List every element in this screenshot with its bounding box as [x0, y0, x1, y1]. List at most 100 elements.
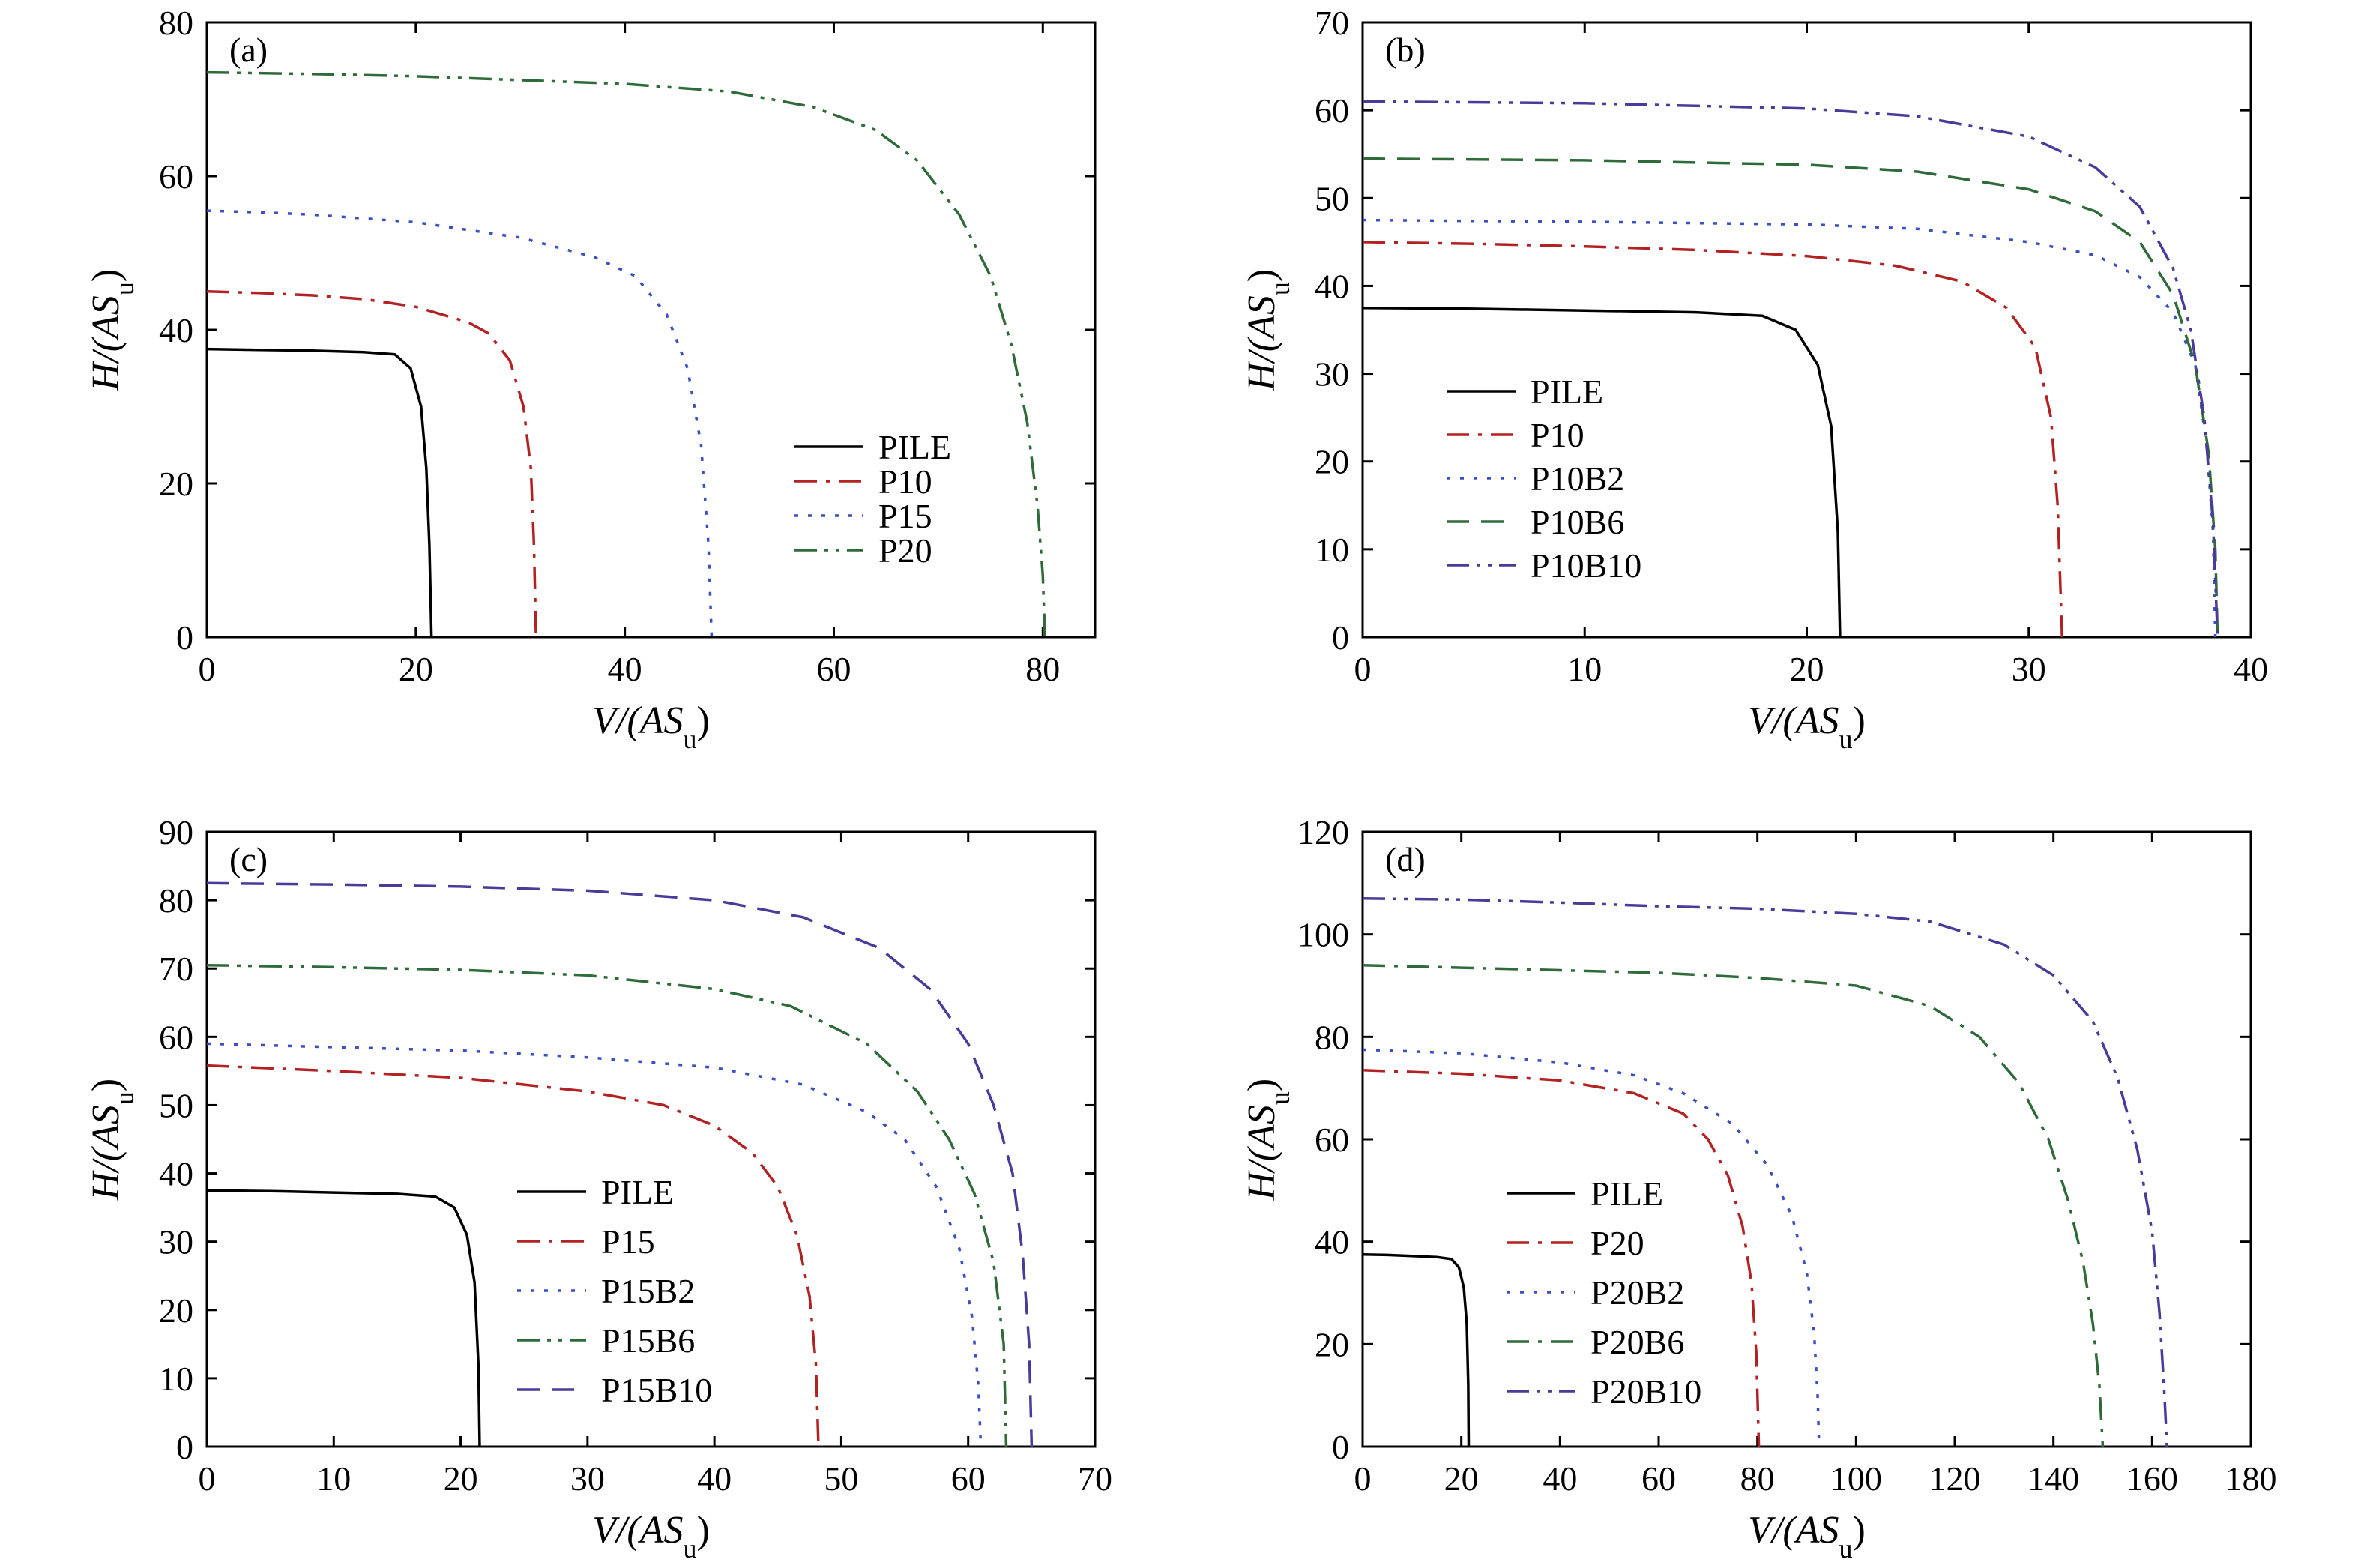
x-tick-label: 120 [1929, 1459, 1981, 1498]
x-tick-label: 20 [399, 650, 433, 688]
x-tick-label: 60 [816, 650, 851, 688]
series-line-p15 [206, 1064, 820, 1447]
series-line-pile [206, 1189, 481, 1447]
series-line-p10 [206, 290, 537, 638]
x-tick-label: 10 [316, 1459, 351, 1498]
y-axis-title-sub: u [109, 1091, 139, 1105]
x-axis-title-sub: u [1839, 1534, 1852, 1564]
x-tick-label: 0 [199, 1459, 216, 1498]
legend-label-p15: P15 [878, 497, 932, 535]
x-tick-label: 10 [1567, 650, 1602, 688]
legend-label-p10: P10 [878, 462, 932, 501]
y-tick-label: 0 [176, 1428, 193, 1466]
x-tick-label: 50 [824, 1459, 858, 1498]
series-line-p15b6 [206, 963, 1008, 1447]
x-tick-label: 140 [2027, 1459, 2079, 1498]
plot-frame [1361, 830, 2252, 1448]
x-tick-label: 20 [1790, 650, 1824, 688]
chart-panel-d: 0 20 40 60 80 100 120 140 160 180 0 20 40 60 80 100 120 (… [1240, 813, 2277, 1564]
y-tick-label: 40 [159, 311, 193, 349]
y-tick-label: 90 [159, 813, 193, 851]
x-axis-title-tail: ) [1852, 1509, 1865, 1552]
x-tick-label: 180 [2225, 1459, 2277, 1498]
y-tick-label: 0 [1332, 618, 1349, 657]
x-axis-title: V/(ASu) [1748, 699, 1866, 754]
y-tick-label: 50 [159, 1086, 193, 1124]
series-line-pile [1362, 306, 1842, 638]
legend-label-p15: P15 [601, 1222, 655, 1261]
y-axis-title-tail: ) [85, 269, 127, 282]
legend-label-pile: PILE [878, 428, 951, 466]
y-axis-title-main: H/(AS [85, 1105, 127, 1201]
x-tick-label: 40 [1543, 1459, 1577, 1498]
panel-label: (c) [229, 840, 268, 878]
x-tick-label: 80 [1740, 1459, 1775, 1498]
y-axis-title: H/(ASu) [85, 269, 139, 391]
y-tick-label: 80 [159, 4, 193, 42]
legend-label-p10b6: P10B6 [1531, 503, 1624, 541]
y-tick-label: 70 [159, 950, 193, 988]
y-axis-title-main: H/(AS [1240, 1105, 1283, 1201]
y-tick-label: 30 [1315, 355, 1349, 393]
y-axis-title: H/(ASu) [85, 1079, 139, 1201]
x-tick-label: 100 [1830, 1459, 1882, 1498]
x-tick-label: 30 [570, 1459, 605, 1498]
series-line-p10 [1362, 241, 2063, 638]
legend-label-p20b2: P20B2 [1590, 1273, 1684, 1312]
legend-label-pile: PILE [1531, 373, 1603, 411]
panel-label: (b) [1385, 31, 1426, 69]
x-tick-label: 60 [1641, 1459, 1676, 1498]
x-axis-title-tail: ) [696, 1509, 709, 1552]
series-line-p15b2 [206, 1042, 983, 1447]
legend-label-p15b2: P15B2 [601, 1272, 695, 1310]
legend-label-p15b10: P15B10 [601, 1371, 712, 1409]
legend-label-p20: P20 [878, 531, 932, 570]
y-tick-label: 100 [1297, 916, 1349, 954]
y-tick-label: 40 [1315, 1223, 1349, 1261]
x-axis-title-main: V/(AS [592, 699, 683, 742]
panel-label: (d) [1385, 840, 1426, 878]
legend-label-pile: PILE [1590, 1175, 1663, 1213]
series-line-p15 [206, 209, 714, 638]
legend-label-p10b2: P10B2 [1531, 459, 1624, 498]
x-axis-title: V/(ASu) [592, 699, 710, 754]
plot-frame [205, 21, 1097, 639]
y-axis-title-tail: ) [85, 1079, 127, 1091]
legend-label-p10: P10 [1531, 416, 1584, 454]
y-tick-label: 60 [1315, 1121, 1349, 1159]
x-axis-title-sub: u [683, 1534, 696, 1564]
legend-label-p20b10: P20B10 [1590, 1372, 1701, 1411]
y-axis-title: H/(ASu) [1240, 1079, 1295, 1201]
plot-frame [205, 830, 1097, 1448]
series-line-p15b10 [206, 881, 1034, 1447]
series-line-p20 [1362, 1069, 1761, 1447]
y-tick-label: 0 [176, 618, 193, 657]
y-tick-label: 60 [1315, 91, 1349, 130]
x-tick-label: 40 [608, 650, 642, 688]
y-tick-label: 0 [1332, 1428, 1349, 1466]
x-tick-label: 0 [1354, 1459, 1372, 1498]
x-tick-label: 40 [2234, 650, 2268, 688]
x-tick-label: 40 [697, 1459, 732, 1498]
y-axis-title-tail: ) [1240, 269, 1283, 282]
legend-label-p10b10: P10B10 [1531, 546, 1641, 585]
y-axis-title-main: H/(AS [1240, 295, 1283, 391]
x-axis-title-main: V/(AS [1748, 1509, 1839, 1552]
series-line-p20 [206, 70, 1046, 638]
y-axis-title-sub: u [109, 282, 139, 295]
x-axis-title-sub: u [1839, 724, 1852, 754]
y-axis-title-sub: u [1265, 282, 1295, 295]
y-tick-label: 50 [1315, 179, 1349, 217]
y-tick-label: 120 [1297, 813, 1349, 851]
legend-label-pile: PILE [601, 1173, 674, 1211]
y-tick-label: 20 [159, 1291, 193, 1330]
y-tick-label: 60 [159, 1018, 193, 1056]
panel-label: (a) [229, 31, 268, 69]
chart-panel-c: 0 10 20 30 40 50 60 70 0 10 20 30 40 50 60 70 80 90 (c) V/(… [85, 813, 1112, 1564]
y-tick-label: 20 [1315, 1325, 1349, 1363]
y-axis-title-sub: u [1265, 1091, 1295, 1105]
y-tick-label: 20 [159, 465, 193, 503]
x-tick-label: 0 [199, 650, 216, 688]
y-tick-label: 40 [1315, 267, 1349, 305]
